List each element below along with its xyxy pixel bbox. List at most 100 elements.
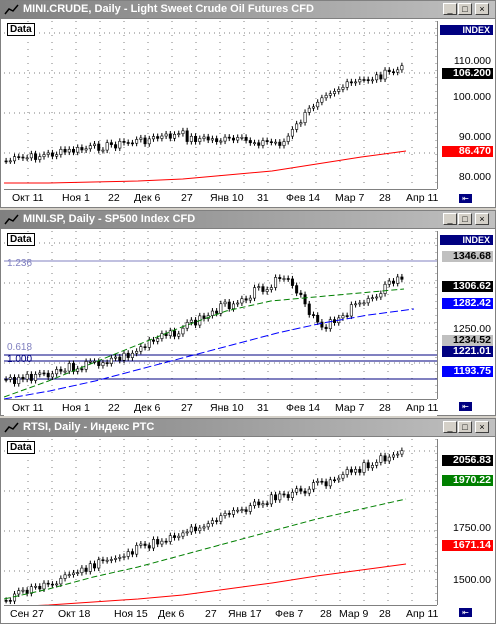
window-title-bar[interactable]: MINI.SP, Daily - SP500 Index CFD _ □ ×	[1, 211, 495, 229]
candle-body	[114, 144, 118, 149]
candle-body	[67, 363, 71, 372]
close-button[interactable]: ×	[475, 213, 489, 225]
current-price-badge: 106.200	[442, 68, 493, 79]
candle-body	[126, 551, 130, 557]
x-tick: 28	[379, 608, 391, 620]
scroll-to-end-button[interactable]: ⇤	[458, 607, 473, 618]
window-title-bar[interactable]: RTSI, Daily - Индекс РТС _ □ ×	[1, 419, 495, 437]
candle-body	[345, 81, 349, 88]
x-tick: Ноя 1	[62, 192, 90, 204]
candle-body	[8, 160, 12, 163]
candle-body	[76, 147, 80, 153]
candle-body	[126, 352, 130, 358]
maximize-button[interactable]: □	[458, 3, 472, 15]
chart-window-rtsi[interactable]: RTSI, Daily - Индекс РТС _ □ × Data 2056…	[0, 418, 496, 624]
candle-body	[320, 480, 324, 483]
y-tick: 1500.00	[453, 574, 491, 586]
candle-body	[210, 138, 214, 141]
candle-body	[223, 136, 227, 142]
candle-body	[290, 129, 294, 137]
price-plot-area[interactable]	[4, 231, 437, 399]
chart-window-crude[interactable]: MINI.CRUDE, Daily - Light Sweet Crude Oi…	[0, 0, 496, 208]
x-tick: Мар 7	[335, 402, 365, 414]
minimize-button[interactable]: _	[443, 421, 457, 433]
close-button[interactable]: ×	[475, 421, 489, 433]
candle-body	[341, 315, 345, 319]
window-title-bar[interactable]: MINI.CRUDE, Daily - Light Sweet Crude Oi…	[1, 1, 495, 19]
candle-body	[25, 373, 29, 380]
candle-body	[156, 136, 160, 139]
current-price-badge: 2056.83	[442, 455, 493, 466]
index-label: INDEX	[440, 235, 493, 245]
candle-body	[185, 531, 189, 534]
candle-body	[240, 509, 244, 512]
candle-body	[370, 465, 374, 469]
candle-body	[227, 301, 231, 309]
candle-body	[299, 488, 303, 492]
candle-body	[55, 154, 59, 157]
scroll-to-end-button[interactable]: ⇤	[458, 401, 473, 412]
window-title: MINI.CRUDE, Daily - Light Sweet Crude Oi…	[23, 3, 314, 15]
candle-body	[299, 122, 303, 125]
candle-body	[67, 574, 71, 576]
candle-body	[328, 479, 332, 487]
candle-body	[223, 513, 227, 516]
candle-body	[206, 136, 210, 141]
ma-value-badge: 86.470	[442, 146, 493, 157]
y-tick: 80.000	[458, 171, 491, 183]
candle-body	[248, 505, 252, 512]
candle-body	[122, 556, 126, 558]
candle-body	[164, 540, 168, 543]
candle-body	[4, 379, 8, 381]
candle-body	[328, 319, 332, 329]
candle-body	[168, 535, 172, 542]
scroll-to-end-button[interactable]: ⇤	[458, 193, 473, 204]
candle-body	[55, 369, 59, 375]
candle-body	[173, 535, 177, 538]
maximize-button[interactable]: □	[458, 213, 472, 225]
candle-body	[391, 280, 395, 284]
price-plot-area[interactable]	[4, 439, 437, 605]
candle-body	[17, 376, 21, 384]
candle-body	[202, 526, 206, 529]
x-tick: Апр 11	[406, 402, 439, 414]
minimize-button[interactable]: _	[443, 3, 457, 15]
candle-body	[118, 356, 122, 361]
candle-body	[42, 582, 46, 590]
candle-body	[244, 136, 248, 141]
candle-body	[265, 289, 269, 292]
candle-body	[354, 469, 358, 473]
candle-body	[261, 140, 265, 146]
candle-body	[97, 361, 101, 366]
minimize-button[interactable]: _	[443, 213, 457, 225]
candle-body	[29, 373, 33, 381]
rtsi-chart	[4, 439, 437, 605]
candle-body	[130, 551, 134, 555]
candle-body	[71, 572, 75, 575]
index-label: INDEX	[440, 25, 493, 35]
data-label: Data	[7, 233, 35, 246]
close-button[interactable]: ×	[475, 3, 489, 15]
candle-body	[227, 136, 231, 139]
candle-body	[236, 302, 240, 305]
x-tick: Фев 14	[286, 192, 320, 204]
price-plot-area[interactable]	[4, 21, 437, 189]
candle-body	[383, 455, 387, 462]
candle-body	[71, 149, 75, 153]
candle-body	[383, 69, 387, 80]
candle-body	[396, 69, 400, 73]
candle-body	[109, 357, 113, 364]
maximize-button[interactable]: □	[458, 421, 472, 433]
x-tick: Сен 27	[10, 608, 44, 620]
x-tick: 27	[181, 402, 193, 414]
candle-body	[387, 456, 391, 462]
candle-body	[42, 372, 46, 375]
candle-body	[8, 600, 12, 602]
candle-body	[299, 292, 303, 295]
x-tick: 28	[379, 402, 391, 414]
candle-body	[370, 79, 374, 82]
candle-body	[303, 294, 307, 305]
x-tick: 27	[205, 608, 217, 620]
candle-body	[143, 346, 147, 348]
chart-window-sp500[interactable]: MINI.SP, Daily - SP500 Index CFD _ □ × D…	[0, 210, 496, 416]
